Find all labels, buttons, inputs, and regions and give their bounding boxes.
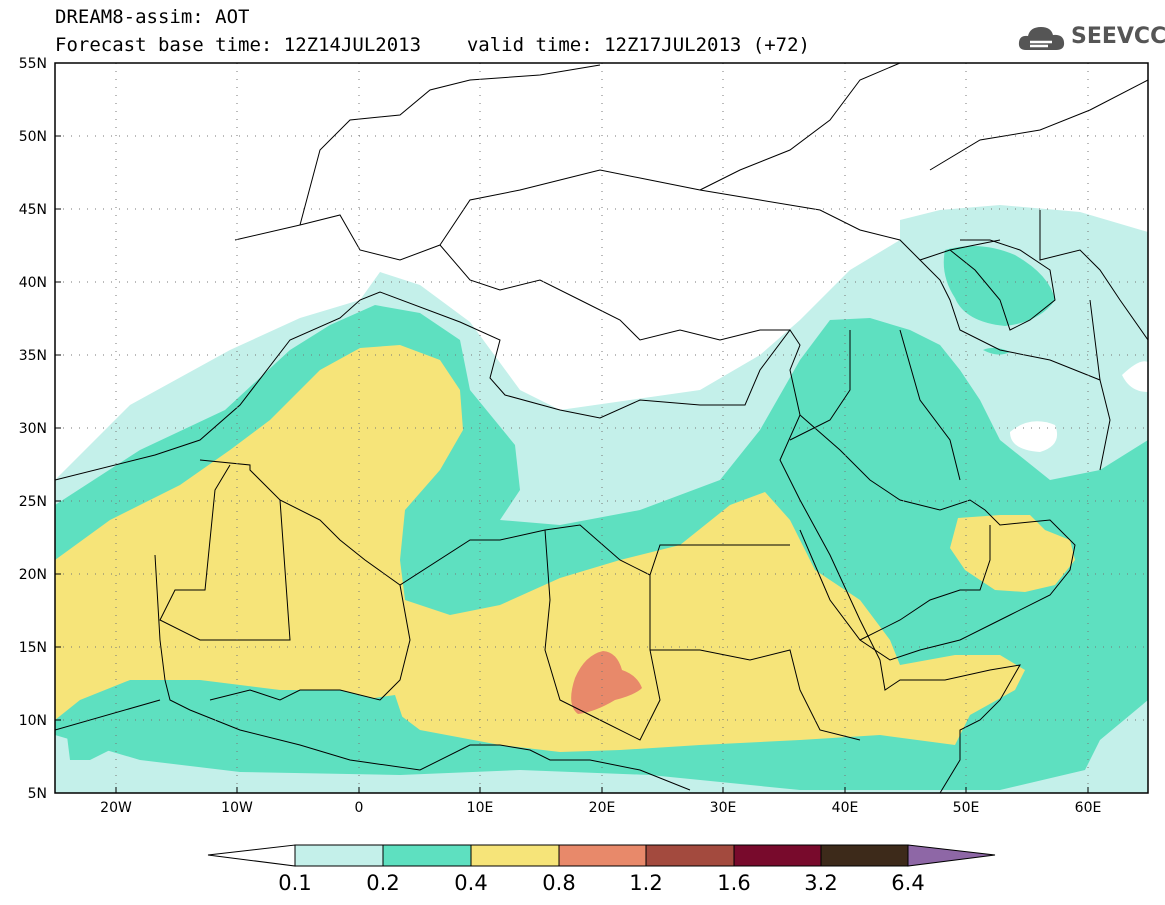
lat-label: 30N (19, 421, 47, 437)
legend-swatch (733, 844, 822, 867)
valid-time-label: valid time: 12Z17JUL2013 (+72) (466, 34, 810, 56)
lat-label: 45N (19, 202, 47, 218)
lat-label: 20N (19, 567, 47, 583)
lon-label: 10E (467, 800, 494, 816)
legend-swatch (382, 844, 472, 867)
lat-label: 50N (19, 129, 47, 145)
legend-tick-label: 6.4 (891, 871, 924, 895)
legend-tick-label: 0.1 (278, 871, 311, 895)
legend-labels: 0.1 0.2 0.4 0.8 1.2 1.6 3.2 6.4 (278, 871, 924, 895)
legend-swatch (294, 844, 384, 867)
lon-label: 0 (355, 800, 364, 816)
aot-clear-patch-2 (1122, 361, 1148, 392)
aot-field (55, 63, 1148, 793)
aot-band-0.4-0.8 (55, 345, 1025, 752)
aot-clear-patch-1 (1010, 421, 1058, 452)
aot-band-0.2-0.4-iran (983, 347, 1010, 355)
lon-label: 20W (100, 800, 132, 816)
forecast-times: Forecast base time: 12Z14JUL2013 valid t… (55, 34, 810, 56)
aot-band-0.2-0.4-caspian (943, 246, 1055, 326)
legend-tick-label: 0.8 (542, 871, 575, 895)
lon-label: 20E (589, 800, 616, 816)
legend-swatch (470, 844, 560, 867)
aot-band-0.8-1.2 (571, 651, 642, 714)
legend-tick-label: 1.6 (717, 871, 750, 895)
seevccc-logo: SEEVCCC (1016, 22, 1165, 58)
aot-band-0.2-0.4-sahel-south (65, 680, 960, 785)
lat-labels: 55N 50N 45N 40N 35N 30N 25N 20N 15N 10N … (19, 56, 47, 802)
lat-label: 25N (19, 494, 47, 510)
lat-label: 10N (19, 713, 47, 729)
aot-band-0.4-0.8-arabia (950, 515, 1075, 592)
legend-swatch (558, 844, 647, 867)
cloud-icon (1018, 27, 1065, 50)
lon-label: 40E (832, 800, 859, 816)
coastlines-borders (55, 63, 1148, 793)
legend-swatch (645, 844, 735, 867)
map-title: DREAM8-assim: AOT (55, 6, 250, 28)
lat-label: 40N (19, 275, 47, 291)
lon-label: 30E (710, 800, 737, 816)
graticule (55, 63, 1148, 793)
color-legend (207, 844, 996, 867)
axis-ticks (55, 135, 1089, 793)
legend-arrow-low (207, 844, 296, 867)
lon-label: 50E (953, 800, 980, 816)
legend-swatch (820, 844, 909, 867)
legend-tick-label: 0.2 (366, 871, 399, 895)
aot-band-0.1-0.2-south (55, 700, 1148, 793)
legend-tick-label: 0.4 (454, 871, 487, 895)
lat-label: 15N (19, 640, 47, 656)
legend-tick-label: 3.2 (804, 871, 837, 895)
lon-labels: 20W 10W 0 10E 20E 30E 40E 50E 60E (100, 800, 1101, 816)
legend-tick-label: 1.2 (629, 871, 662, 895)
lat-label: 55N (19, 56, 47, 72)
lon-label: 60E (1075, 800, 1102, 816)
base-time-label: Forecast base time: 12Z14JUL2013 (55, 34, 422, 56)
lat-label: 5N (28, 786, 47, 802)
lat-label: 35N (19, 348, 47, 364)
lon-label: 10W (221, 800, 253, 816)
logo-text: SEEVCCC (1071, 24, 1165, 49)
legend-arrow-high (907, 844, 996, 867)
